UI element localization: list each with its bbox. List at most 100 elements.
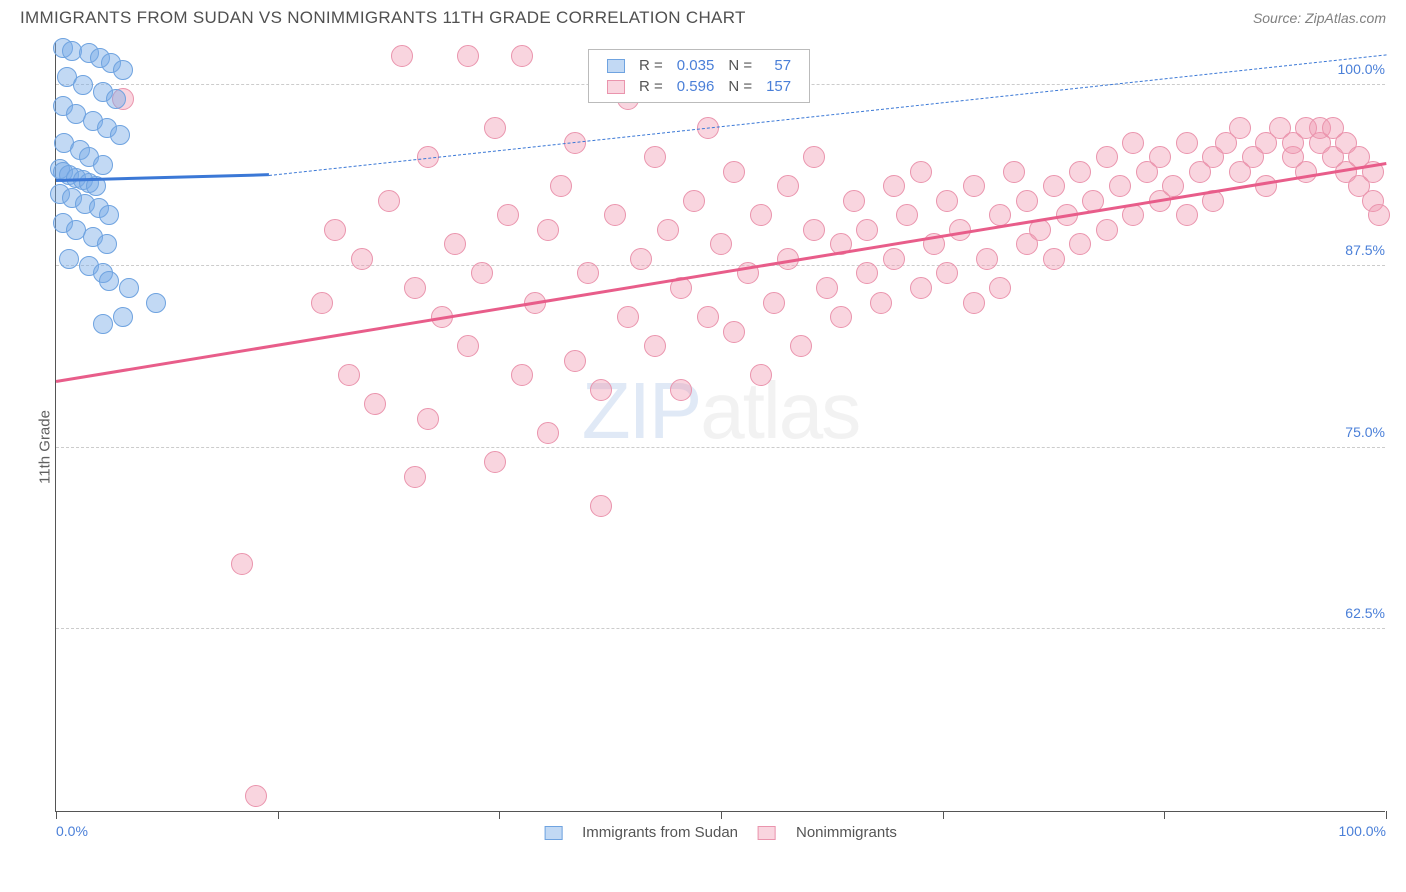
scatter-point <box>1122 204 1144 226</box>
scatter-point <box>1069 233 1091 255</box>
y-tick-label: 100.0% <box>1334 61 1389 77</box>
scatter-point <box>113 307 133 327</box>
scatter-point <box>231 553 253 575</box>
y-axis-label: 11th Grade <box>36 410 53 484</box>
scatter-point <box>324 219 346 241</box>
scatter-point <box>404 277 426 299</box>
legend-swatch <box>607 80 625 94</box>
legend-r-value: 0.596 <box>671 77 721 96</box>
scatter-point <box>856 262 878 284</box>
y-tick-label: 87.5% <box>1341 242 1389 258</box>
scatter-point <box>630 248 652 270</box>
scatter-point <box>604 204 626 226</box>
scatter-point <box>484 451 506 473</box>
scatter-point <box>1122 132 1144 154</box>
scatter-point <box>564 350 586 372</box>
scatter-point <box>338 364 360 386</box>
scatter-point <box>1255 175 1277 197</box>
scatter-point <box>351 248 373 270</box>
scatter-point <box>803 219 825 241</box>
scatter-point <box>511 364 533 386</box>
scatter-point <box>146 293 166 313</box>
trend-line <box>56 162 1386 382</box>
scatter-point <box>843 190 865 212</box>
scatter-point <box>750 364 772 386</box>
scatter-point <box>1096 146 1118 168</box>
scatter-point <box>883 248 905 270</box>
scatter-point <box>670 379 692 401</box>
legend-r-label: R = <box>633 77 669 96</box>
chart-area: 11th Grade ZIPatlas 100.0%87.5%75.0%62.5… <box>0 32 1406 862</box>
scatter-point <box>870 292 892 314</box>
legend-r-value: 0.035 <box>671 56 721 75</box>
y-tick-label: 62.5% <box>1341 605 1389 621</box>
scatter-point <box>697 306 719 328</box>
scatter-point <box>457 335 479 357</box>
x-tick <box>278 811 279 819</box>
scatter-point <box>936 190 958 212</box>
scatter-point <box>364 393 386 415</box>
legend-n-label: N = <box>722 77 758 96</box>
scatter-point <box>936 262 958 284</box>
chart-title: IMMIGRANTS FROM SUDAN VS NONIMMIGRANTS 1… <box>20 8 746 28</box>
scatter-point <box>417 408 439 430</box>
scatter-point <box>763 292 785 314</box>
gridline <box>56 628 1385 629</box>
scatter-point <box>404 466 426 488</box>
scatter-point <box>1069 161 1091 183</box>
x-tick-label: 100.0% <box>1339 823 1386 839</box>
scatter-point <box>1229 117 1251 139</box>
x-tick <box>1164 811 1165 819</box>
scatter-point <box>1162 175 1184 197</box>
legend-swatch <box>758 826 776 840</box>
scatter-point <box>910 277 932 299</box>
watermark: ZIPatlas <box>582 365 859 457</box>
plot-region: ZIPatlas 100.0%87.5%75.0%62.5%0.0%100.0%… <box>55 42 1385 812</box>
series-legend: Immigrants from SudanNonimmigrants <box>534 823 907 841</box>
legend-n-value: 57 <box>760 56 797 75</box>
scatter-point <box>93 155 113 175</box>
scatter-point <box>910 161 932 183</box>
scatter-point <box>1043 175 1065 197</box>
scatter-point <box>537 422 559 444</box>
scatter-point <box>106 89 126 109</box>
scatter-point <box>1043 248 1065 270</box>
scatter-point <box>750 204 772 226</box>
scatter-point <box>577 262 599 284</box>
scatter-point <box>93 314 113 334</box>
scatter-point <box>1003 161 1025 183</box>
scatter-point <box>657 219 679 241</box>
x-tick <box>1386 811 1387 819</box>
scatter-point <box>896 204 918 226</box>
scatter-point <box>457 45 479 67</box>
scatter-point <box>777 175 799 197</box>
scatter-point <box>1368 204 1390 226</box>
legend-r-label: R = <box>633 56 669 75</box>
scatter-point <box>723 161 745 183</box>
y-tick-label: 75.0% <box>1341 424 1389 440</box>
scatter-point <box>1109 175 1131 197</box>
scatter-point <box>963 292 985 314</box>
scatter-point <box>99 271 119 291</box>
scatter-point <box>497 204 519 226</box>
scatter-point <box>378 190 400 212</box>
scatter-point <box>883 175 905 197</box>
scatter-point <box>963 175 985 197</box>
scatter-point <box>790 335 812 357</box>
legend-n-value: 157 <box>760 77 797 96</box>
correlation-legend: R =0.035N =57 R =0.596N =157 <box>588 49 810 103</box>
gridline <box>56 447 1385 448</box>
source-attribution: Source: ZipAtlas.com <box>1253 10 1386 26</box>
scatter-point <box>311 292 333 314</box>
scatter-point <box>723 321 745 343</box>
x-tick <box>721 811 722 819</box>
scatter-point <box>683 190 705 212</box>
scatter-point <box>617 306 639 328</box>
scatter-point <box>113 60 133 80</box>
scatter-point <box>976 248 998 270</box>
scatter-point <box>1176 204 1198 226</box>
legend-n-label: N = <box>722 56 758 75</box>
scatter-point <box>444 233 466 255</box>
scatter-point <box>644 146 666 168</box>
scatter-point <box>511 45 533 67</box>
